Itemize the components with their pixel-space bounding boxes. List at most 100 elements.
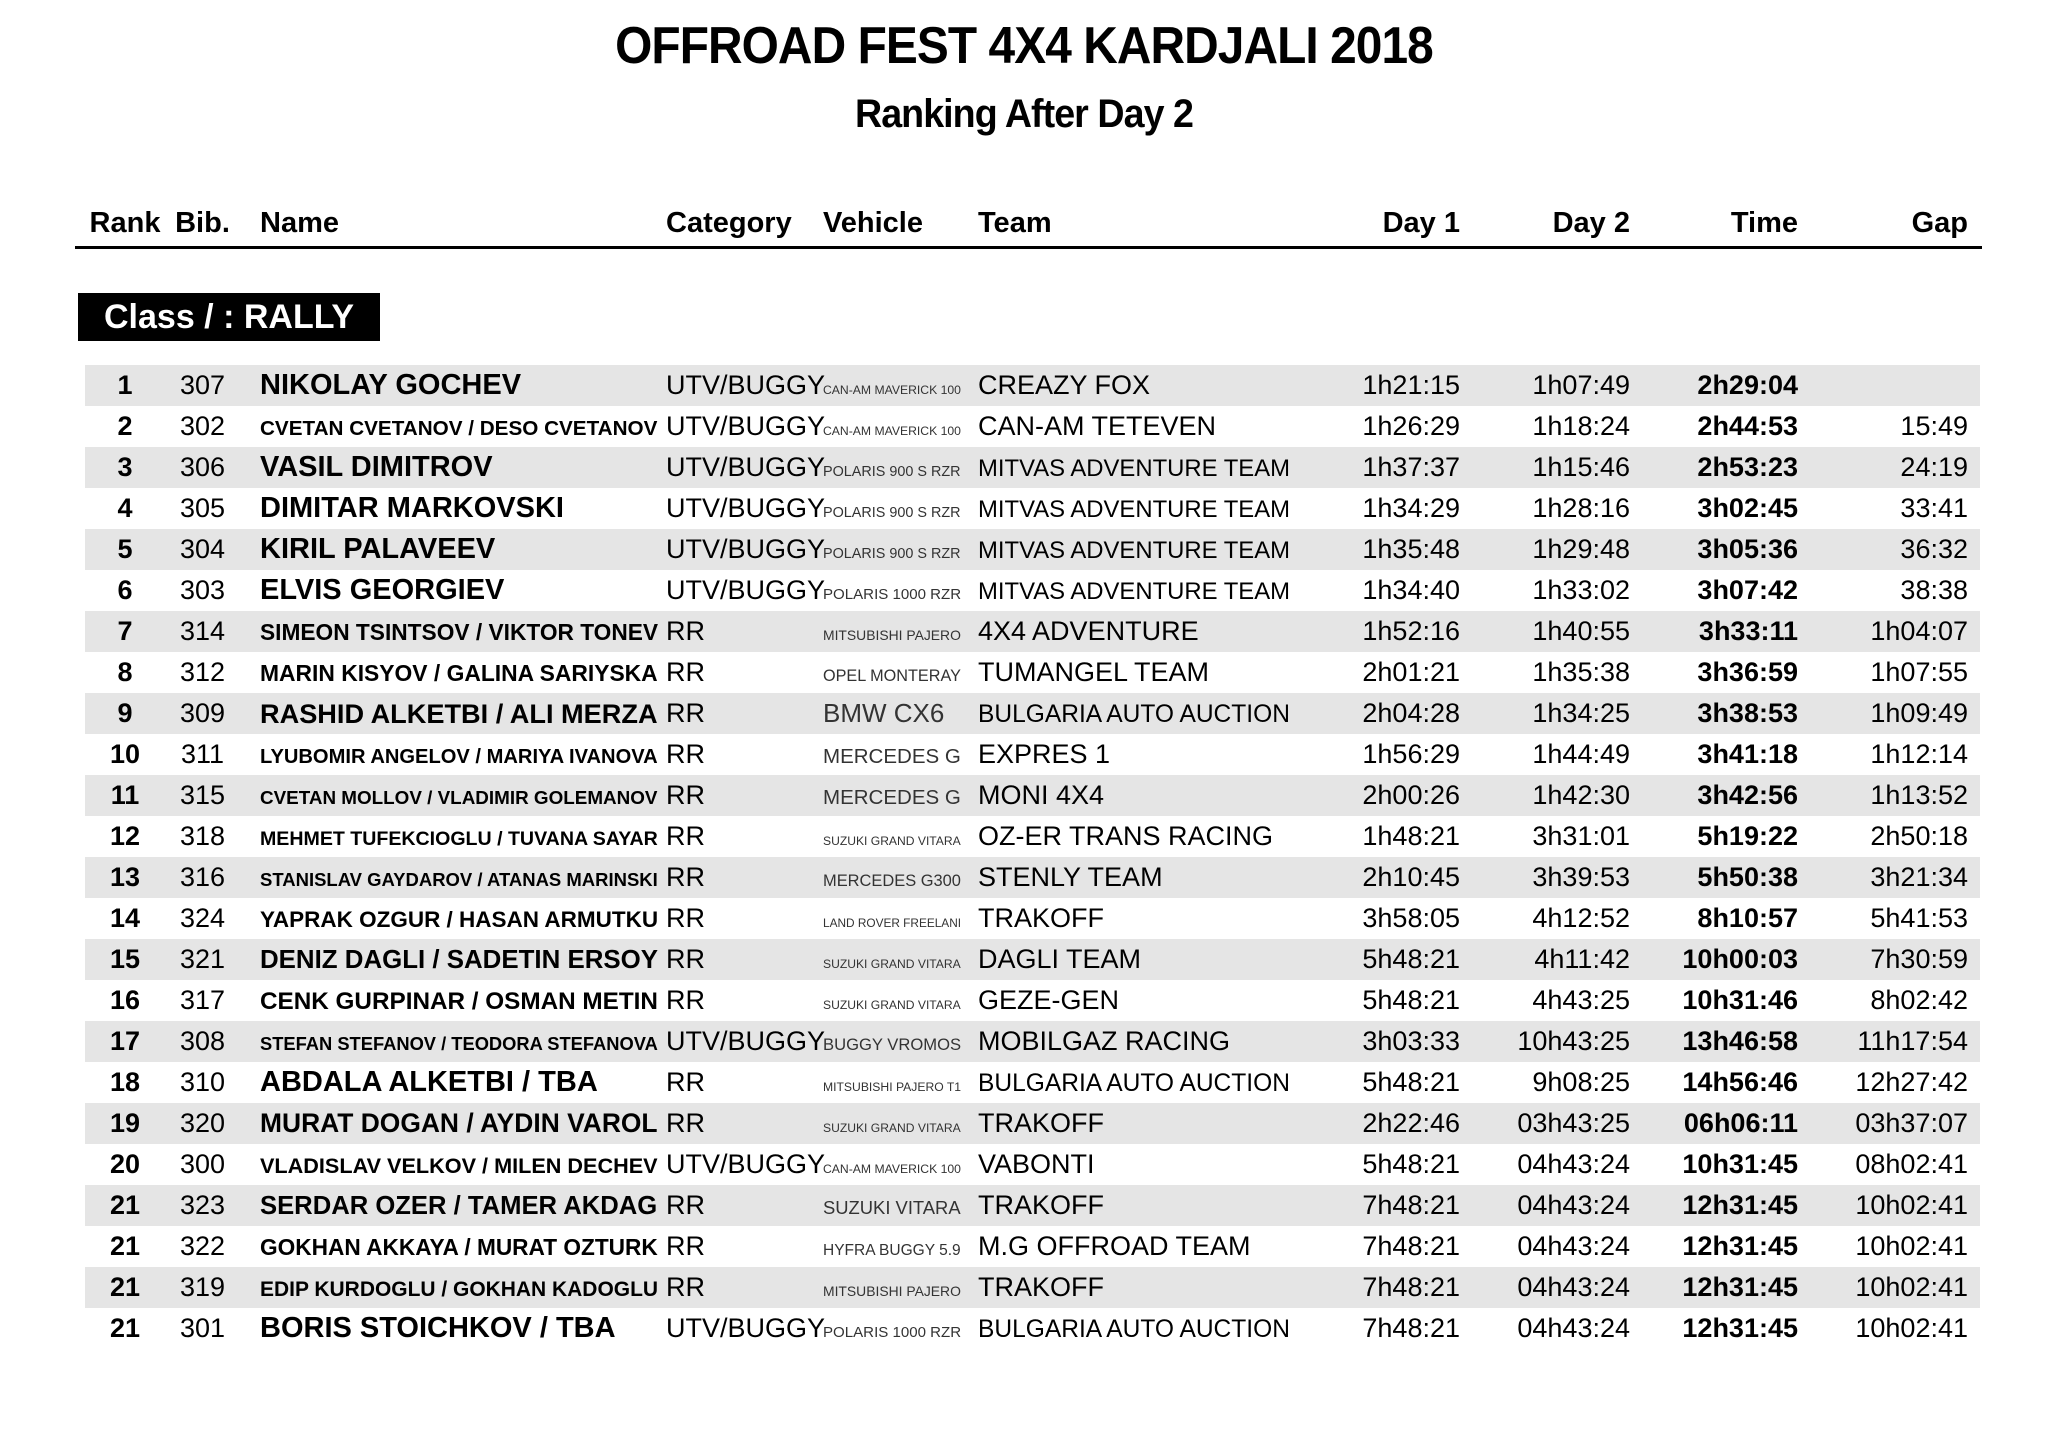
time-cell: 3h02:45	[1697, 493, 1798, 523]
category-cell: RR	[666, 616, 705, 646]
day2-cell: 04h43:24	[1517, 1149, 1630, 1179]
time-cell: 5h19:22	[1697, 821, 1798, 851]
team-cell: MONI 4X4	[978, 780, 1105, 810]
table-row: 4 305 DIMITAR MARKOVSKI UTV/BUGGY POLARIS 90…	[85, 488, 1980, 529]
rank-cell: 1	[117, 370, 133, 400]
vehicle-cell: POLARIS 900 S RZR	[823, 464, 961, 480]
rank-cell: 17	[109, 1026, 141, 1056]
name-cell: YAPRAK OZGUR / HASAN ARMUTKU	[260, 907, 659, 932]
name-cell: SIMEON TSINTSOV / VIKTOR TONEV	[260, 619, 659, 645]
gap-cell: 36:32	[1900, 534, 1968, 564]
bib-cell: 303	[179, 575, 226, 605]
name-cell: STEFAN STEFANOV / TEODORA STEFANOVA	[260, 1033, 658, 1054]
rank-cell: 12	[109, 821, 141, 851]
category-cell: UTV/BUGGY	[666, 370, 826, 400]
team-cell: BULGARIA AUTO AUCTION	[978, 701, 1290, 728]
time-cell: 2h44:53	[1697, 411, 1798, 441]
gap-cell: 5h41:53	[1870, 903, 1968, 933]
day1-cell: 1h48:21	[1362, 821, 1460, 851]
team-cell: VABONTI	[978, 1149, 1095, 1179]
day1-cell: 5h48:21	[1362, 985, 1460, 1015]
table-row: 10 311 LYUBOMIR ANGELOV / MARIYA IVANOVA RR…	[85, 734, 1980, 775]
vehicle-cell: CAN-AM MAVERICK 100	[823, 383, 961, 397]
col-header-name: Name	[260, 206, 339, 239]
rank-cell: 21	[109, 1272, 141, 1302]
rank-cell: 18	[109, 1067, 141, 1097]
rank-cell: 16	[109, 985, 141, 1015]
time-cell: 3h07:42	[1697, 575, 1798, 605]
category-cell: RR	[666, 1190, 705, 1220]
bib-cell: 314	[179, 616, 226, 646]
day2-cell: 04h43:24	[1517, 1272, 1630, 1302]
team-cell: MOBILGAZ RACING	[978, 1026, 1231, 1056]
time-cell: 12h31:45	[1682, 1313, 1798, 1343]
table-row: 21 319 EDIP KURDOGLU / GOKHAN KADOGLU RR MIT…	[85, 1267, 1980, 1308]
category-cell: UTV/BUGGY	[666, 575, 826, 605]
time-cell: 12h31:45	[1682, 1231, 1798, 1261]
day2-cell: 03h43:25	[1517, 1108, 1630, 1138]
time-cell: 10h31:46	[1682, 985, 1798, 1015]
vehicle-cell: MERCEDES G	[823, 745, 961, 768]
category-cell: RR	[666, 1067, 705, 1097]
day1-cell: 2h00:26	[1362, 780, 1460, 810]
gap-cell: 10h02:41	[1855, 1231, 1968, 1261]
day2-cell: 1h15:46	[1532, 452, 1630, 482]
bib-cell: 319	[179, 1272, 226, 1302]
time-cell: 12h31:45	[1682, 1190, 1798, 1220]
rank-cell: 2	[117, 411, 133, 441]
day2-cell: 1h29:48	[1532, 534, 1630, 564]
day1-cell: 2h04:28	[1362, 698, 1460, 728]
table-row: 9 309 RASHID ALKETBI / ALI MERZA RR BMW CX6 B…	[85, 693, 1980, 734]
gap-cell: 15:49	[1900, 411, 1968, 441]
time-cell: 2h29:04	[1697, 370, 1798, 400]
day1-cell: 5h48:21	[1362, 1067, 1460, 1097]
bib-cell: 315	[179, 780, 226, 810]
bib-cell: 308	[179, 1026, 226, 1056]
day1-cell: 1h21:15	[1362, 370, 1460, 400]
table-row: 14 324 YAPRAK OZGUR / HASAN ARMUTKU RR LAND …	[85, 898, 1980, 939]
category-cell: RR	[666, 1272, 705, 1302]
day2-cell: 10h43:25	[1517, 1026, 1630, 1056]
day1-cell: 1h34:29	[1362, 493, 1460, 523]
category-cell: RR	[666, 698, 705, 728]
team-cell: BULGARIA AUTO AUCTION	[978, 1070, 1290, 1097]
name-cell: SERDAR OZER / TAMER AKDAG	[260, 1192, 658, 1220]
col-header-day1: Day 1	[1382, 206, 1460, 239]
time-cell: 14h56:46	[1682, 1067, 1798, 1097]
vehicle-cell: SUZUKI GRAND VITARA	[823, 834, 961, 848]
vehicle-cell: POLARIS 1000 RZR	[823, 1324, 962, 1341]
class-label: Class / : RALLY	[78, 293, 381, 341]
gap-cell: 38:38	[1900, 575, 1968, 605]
col-header-gap: Gap	[1911, 206, 1968, 239]
team-cell: DAGLI TEAM	[978, 944, 1142, 974]
day1-cell: 7h48:21	[1362, 1190, 1460, 1220]
day1-cell: 5h48:21	[1362, 944, 1460, 974]
rank-cell: 21	[109, 1190, 141, 1220]
table-row: 6 303 ELVIS GEORGIEV UTV/BUGGY POLARIS 1000 …	[85, 570, 1980, 611]
day2-cell: 1h35:38	[1532, 657, 1630, 687]
team-cell: CREAZY FOX	[978, 370, 1151, 400]
gap-cell: 24:19	[1900, 452, 1968, 482]
col-header-vehicle: Vehicle	[823, 206, 923, 239]
vehicle-cell: BMW CX6	[823, 698, 945, 728]
name-cell: MARIN KISYOV / GALINA SARIYSKA	[260, 660, 658, 686]
gap-cell: 1h13:52	[1870, 780, 1968, 810]
day1-cell: 2h22:46	[1362, 1108, 1460, 1138]
name-cell: GOKHAN AKKAYA / MURAT OZTURK	[260, 1234, 658, 1260]
team-cell: MITVAS ADVENTURE TEAM	[978, 537, 1290, 564]
day2-cell: 04h43:24	[1517, 1313, 1630, 1343]
gap-cell: 1h04:07	[1870, 616, 1968, 646]
gap-cell: 33:41	[1900, 493, 1968, 523]
day2-cell: 3h39:53	[1532, 862, 1630, 892]
name-cell: CVETAN CVETANOV / DESO CVETANOV	[260, 417, 658, 440]
category-cell: RR	[666, 1108, 705, 1138]
table-header: Rank Bib. Name Category Vehicle Team Day…	[85, 205, 1980, 241]
rank-cell: 4	[117, 493, 133, 523]
table-row: 19 320 MURAT DOGAN / AYDIN VAROL RR SUZUKI G…	[85, 1103, 1980, 1144]
team-cell: TUMANGEL TEAM	[978, 657, 1210, 687]
rank-cell: 15	[109, 944, 141, 974]
bib-cell: 317	[179, 985, 226, 1015]
gap-cell: 3h21:34	[1870, 862, 1968, 892]
name-cell: CENK GURPINAR / OSMAN METIN	[260, 988, 658, 1015]
rank-cell: 20	[109, 1149, 141, 1179]
